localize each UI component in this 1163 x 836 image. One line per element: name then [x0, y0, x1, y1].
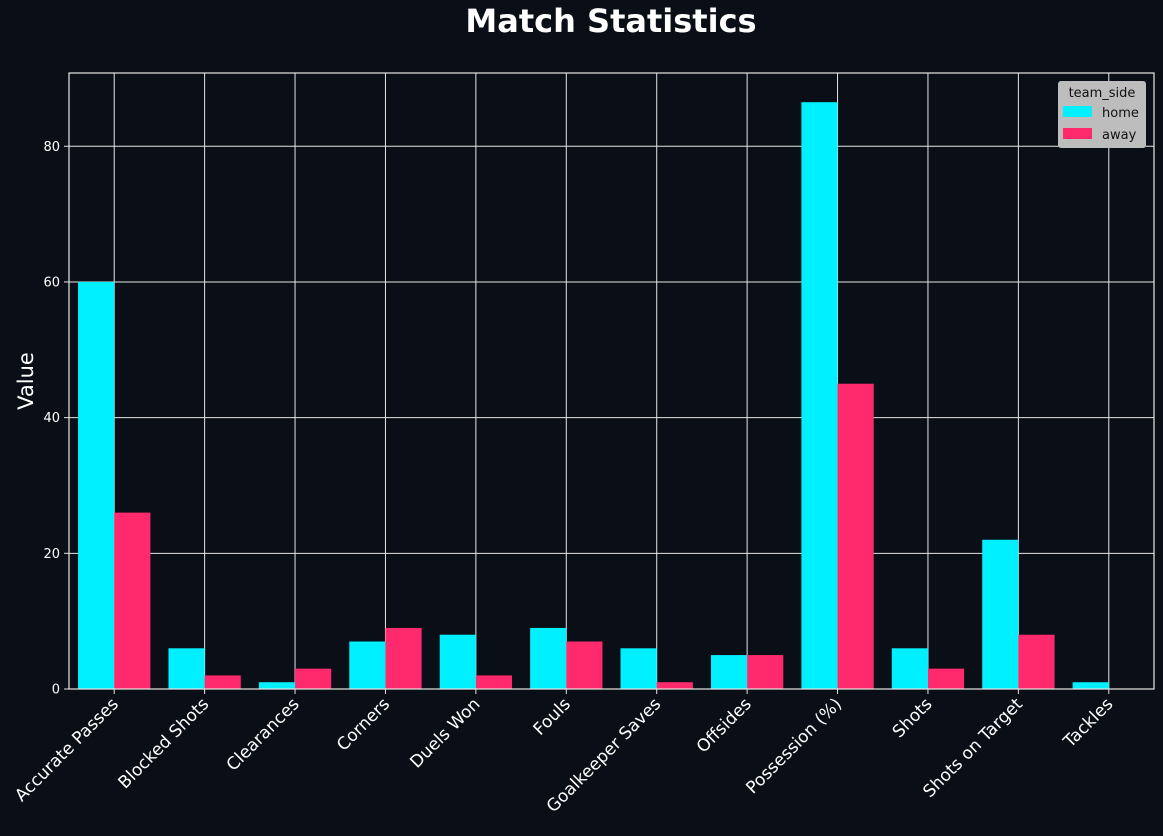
- bar-away: [385, 627, 422, 689]
- bar-away: [656, 682, 693, 689]
- bar-away: [566, 641, 603, 689]
- bar-away: [747, 655, 784, 689]
- y-axis-label: Value: [14, 352, 38, 410]
- bar-away: [1018, 634, 1055, 689]
- bar-home: [620, 648, 657, 689]
- bar-away: [114, 512, 151, 689]
- bar-home: [710, 655, 748, 689]
- bar-home: [258, 682, 296, 689]
- bar-home: [530, 627, 567, 689]
- bar-away: [837, 383, 874, 689]
- bar-home: [1072, 682, 1109, 689]
- bar-away: [475, 675, 513, 689]
- legend: team_side home away: [1058, 81, 1146, 148]
- legend-swatch-away: [1063, 128, 1092, 139]
- bar-home: [78, 281, 115, 689]
- bar-home: [439, 634, 476, 689]
- y-tick-label: 0: [52, 683, 60, 698]
- bar-away: [295, 668, 332, 689]
- chart-title: Match Statistics: [465, 2, 756, 40]
- grid: [69, 73, 1154, 690]
- bar-home: [891, 648, 928, 689]
- bar-home: [982, 539, 1019, 689]
- y-tick-label: 40: [43, 411, 60, 426]
- y-axis-ticks: 0 20 40 60 80: [43, 140, 69, 698]
- bars: [78, 102, 1109, 689]
- legend-title: team_side: [1069, 86, 1136, 101]
- legend-label-away: away: [1102, 128, 1137, 143]
- bar-home: [349, 641, 386, 689]
- y-tick-label: 60: [43, 275, 60, 290]
- y-tick-label: 80: [43, 140, 60, 155]
- legend-swatch-home: [1063, 106, 1092, 117]
- bar-away: [204, 675, 241, 689]
- bar-away: [927, 668, 965, 689]
- plot-frame: [68, 72, 1155, 690]
- legend-label-home: home: [1102, 106, 1139, 121]
- bar-home: [801, 102, 838, 689]
- bar-home: [168, 648, 205, 689]
- y-tick-label: 20: [43, 547, 60, 562]
